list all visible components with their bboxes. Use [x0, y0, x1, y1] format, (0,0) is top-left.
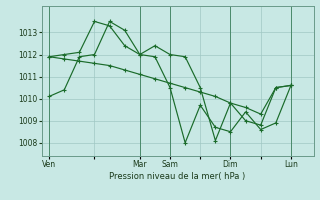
X-axis label: Pression niveau de la mer( hPa ): Pression niveau de la mer( hPa )	[109, 172, 246, 181]
